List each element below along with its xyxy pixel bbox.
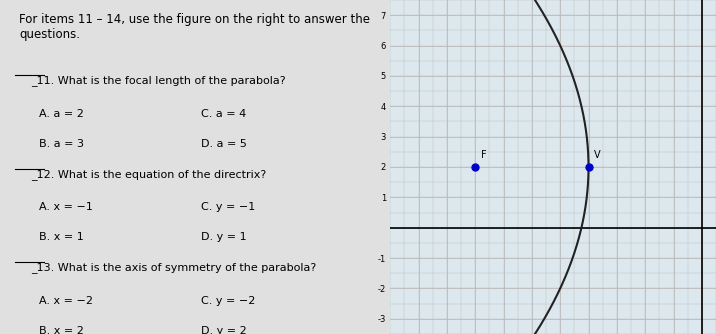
Text: D. a = 5: D. a = 5: [201, 139, 247, 149]
Text: A. a = 2: A. a = 2: [39, 109, 84, 119]
Text: C. y = −1: C. y = −1: [201, 202, 256, 212]
Text: C. a = 4: C. a = 4: [201, 109, 246, 119]
Text: A. x = −2: A. x = −2: [39, 296, 92, 306]
Text: _11. What is the focal length of the parabola?: _11. What is the focal length of the par…: [31, 75, 286, 86]
Text: _13. What is the axis of symmetry of the parabola?: _13. What is the axis of symmetry of the…: [31, 262, 316, 273]
Text: C. y = −2: C. y = −2: [201, 296, 256, 306]
Text: B. x = 2: B. x = 2: [39, 326, 84, 334]
Text: B. a = 3: B. a = 3: [39, 139, 84, 149]
Text: V: V: [594, 150, 601, 160]
Text: A. x = −1: A. x = −1: [39, 202, 92, 212]
Text: B. x = 1: B. x = 1: [39, 232, 84, 242]
Text: _12. What is the equation of the directrix?: _12. What is the equation of the directr…: [31, 169, 266, 180]
Text: F: F: [481, 150, 486, 160]
Text: For items 11 – 14, use the figure on the right to answer the
questions.: For items 11 – 14, use the figure on the…: [19, 13, 370, 41]
Text: D. y = 2: D. y = 2: [201, 326, 247, 334]
Text: D. y = 1: D. y = 1: [201, 232, 247, 242]
